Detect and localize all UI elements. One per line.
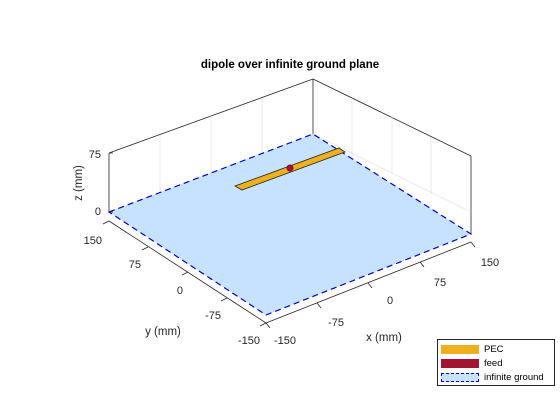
legend-item-feed: feed xyxy=(441,357,503,370)
z-tick-label: 75 xyxy=(89,149,101,161)
x-axis-label: x (mm) xyxy=(366,332,402,344)
z-axis-ticks xyxy=(109,152,113,213)
x-axis-ticks xyxy=(265,241,476,329)
x-tick-label: 150 xyxy=(481,257,499,269)
legend-label: feed xyxy=(484,358,503,369)
feed-swatch xyxy=(441,359,479,368)
z-tick-label: 0 xyxy=(95,206,101,218)
x-tick-label: -75 xyxy=(328,317,344,329)
y-tick-label: -75 xyxy=(205,310,221,322)
y-tick-label: 150 xyxy=(84,235,102,247)
plot-title: dipole over infinite ground plane xyxy=(201,59,379,71)
x-tick-label: 0 xyxy=(387,295,393,307)
legend-item-pec: PEC xyxy=(441,343,504,356)
legend-label: infinite ground xyxy=(484,372,544,383)
feed-point xyxy=(286,164,294,172)
z-axis-label: z (mm) xyxy=(73,165,85,201)
y-tick-label: -150 xyxy=(238,335,260,347)
legend: PEC feed infinite ground xyxy=(437,339,555,386)
ground-swatch xyxy=(441,373,479,382)
y-axis-label: y (mm) xyxy=(145,326,181,338)
x-tick-label: 75 xyxy=(434,277,446,289)
y-tick-label: 0 xyxy=(177,285,183,297)
x-tick-label: -150 xyxy=(274,335,296,347)
pec-swatch xyxy=(441,345,479,354)
legend-item-ground: infinite ground xyxy=(441,371,544,384)
legend-label: PEC xyxy=(484,344,504,355)
y-axis-ticks xyxy=(102,220,267,327)
y-tick-label: 75 xyxy=(129,259,141,271)
ground-plane xyxy=(107,133,473,316)
